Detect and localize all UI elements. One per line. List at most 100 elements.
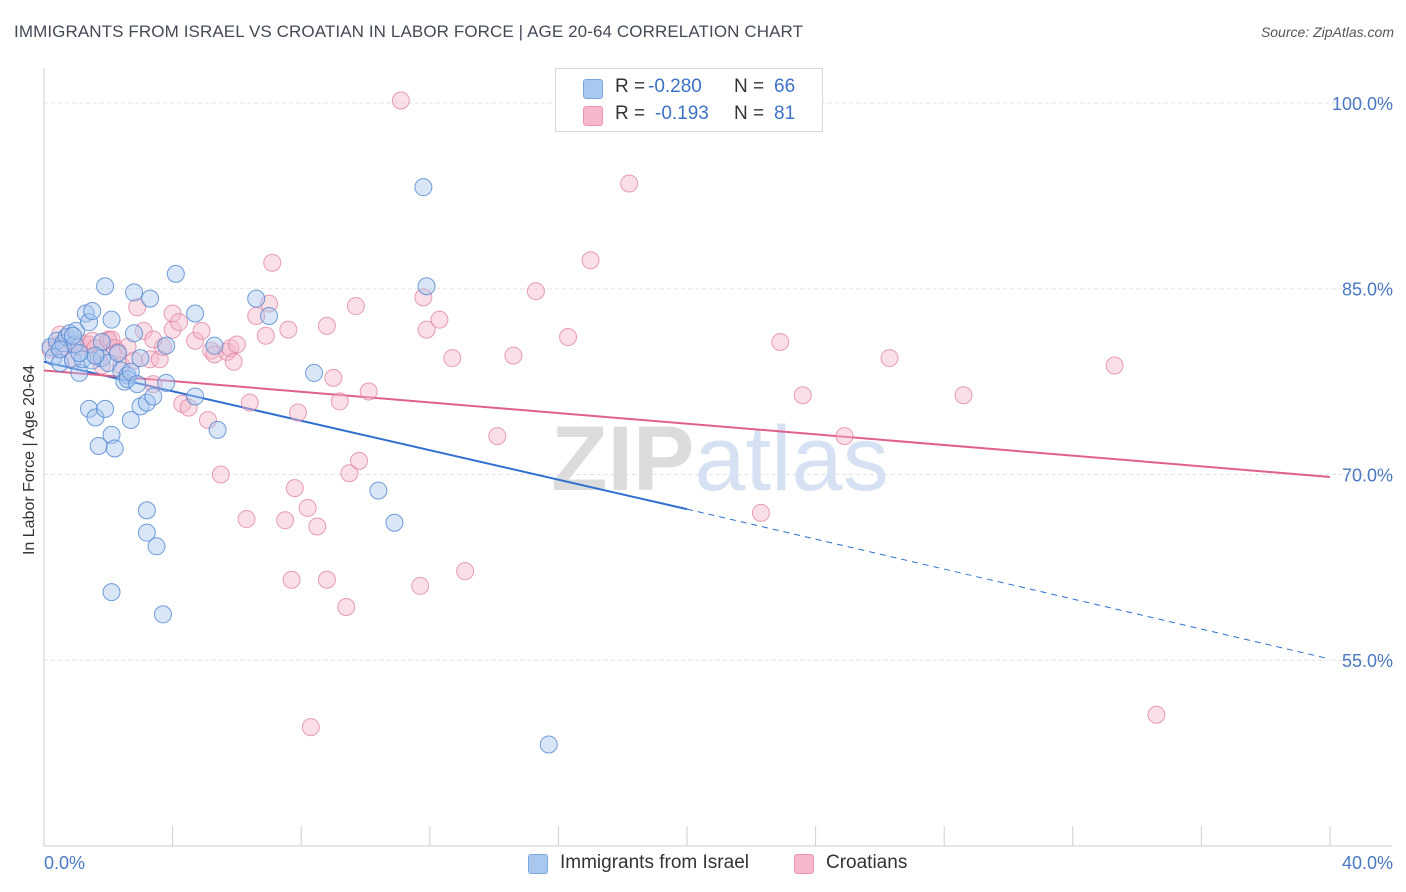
y-tick-label: 100.0% [1332,94,1393,114]
swatch-croatian [583,106,603,126]
data-point-israel [141,289,160,308]
data-point-croatian [751,503,770,522]
data-point-israel [131,349,150,368]
r-label: R = [615,76,646,97]
data-point-croatian [276,511,295,530]
data-point-israel [102,583,121,602]
trendline-croatians [43,369,1331,478]
data-point-croatian [256,326,275,345]
data-point-croatian [227,335,246,354]
data-point-israel [153,605,172,624]
data-point-croatian [1147,705,1166,724]
data-point-croatian [163,320,182,339]
n-label: N = [734,103,765,124]
data-point-israel [96,277,115,296]
series-legend: Immigrants from Israel Croatians [0,851,1406,879]
y-tick-label: 85.0% [1342,280,1393,300]
data-point-israel [128,375,147,394]
data-point-israel [186,387,205,406]
x-tick-label: 40.0% [1342,853,1393,873]
legend-swatch-israel [528,854,548,874]
stats-row-croatian: R = -0.193 N = 81 [556,100,822,128]
data-point-israel [125,324,144,343]
data-point-israel [147,537,166,556]
data-point-israel [70,363,89,382]
data-point-israel [208,420,227,439]
data-point-israel [157,373,176,392]
data-point-israel [247,289,266,308]
r-value: -0.193 [655,103,709,124]
data-point-israel [157,336,176,355]
data-point-israel [108,344,127,363]
data-point-israel [86,346,105,365]
data-point-croatian [337,597,356,616]
legend-swatch-croatians [794,854,814,874]
data-point-israel [67,321,86,340]
data-point-croatian [170,313,189,332]
data-point-croatian [456,562,475,581]
data-point-croatian [282,570,301,589]
data-point-croatian [411,576,430,595]
n-label: N = [734,76,765,97]
data-point-croatian [430,310,449,329]
data-point-israel [63,326,82,345]
grid-lines [44,102,1392,661]
data-point-croatian [324,368,343,387]
source-credit: Source: ZipAtlas.com [1260,24,1394,40]
y-tick-label: 70.0% [1342,465,1393,485]
data-point-croatian [144,375,163,394]
data-point-israel [105,439,124,458]
data-point-israel [80,313,99,332]
data-point-croatian [1105,356,1124,375]
data-point-croatian [835,427,854,446]
trend-lines [43,360,1331,660]
data-point-croatian [391,91,410,110]
r-value: -0.280 [648,76,702,97]
data-point-croatian [288,403,307,422]
series-immigrants-from-israel [41,178,558,754]
chart-title: IMMIGRANTS FROM ISRAEL VS CROATIAN IN LA… [14,22,804,41]
data-point-croatian [880,349,899,368]
data-point-croatian [559,328,578,347]
stats-row-israel: R = -0.280 N = 66 [556,73,822,101]
data-point-croatian [240,393,259,412]
data-point-israel [385,513,404,532]
data-point-croatian [128,298,147,317]
stats-legend: R = -0.280 N = 66 R = -0.193 N = 81 [555,68,823,132]
data-point-croatian [301,718,320,737]
data-point-israel [70,344,89,363]
data-point-croatian [298,498,317,517]
data-point-croatian [224,352,243,371]
x-tick-label: 0.0% [44,853,85,873]
data-point-croatian [526,282,545,301]
legend-label-israel: Immigrants from Israel [560,852,749,873]
data-point-israel [186,304,205,323]
watermark-zip: ZIP [551,408,694,510]
data-point-israel [102,425,121,444]
data-point-israel [260,306,279,325]
axes [43,68,1392,847]
data-point-croatian [793,386,812,405]
tick-labels: 100.0% 85.0% 70.0% 55.0% 0.0% 40.0% [44,94,1393,873]
data-point-croatian [211,465,230,484]
data-point-israel [137,523,156,542]
data-point-croatian [330,392,349,411]
legend-label-croatians: Croatians [826,852,908,873]
data-point-croatian [179,398,198,417]
data-point-croatian [417,320,436,339]
watermark: ZIPatlas [551,408,888,510]
data-point-croatian [350,451,369,470]
swatch-israel [583,79,603,99]
data-point-croatian [488,427,507,446]
data-point-croatian [141,350,160,369]
data-point-croatian [263,253,282,272]
data-point-croatian [317,316,336,335]
data-point-croatian [346,297,365,316]
data-point-croatian [581,251,600,270]
watermark-atlas: atlas [694,408,888,510]
y-axis-title: In Labor Force | Age 20-64 [21,365,38,555]
data-point-croatian [504,346,523,365]
data-point-croatian [340,464,359,483]
r-label: R = [615,103,646,124]
